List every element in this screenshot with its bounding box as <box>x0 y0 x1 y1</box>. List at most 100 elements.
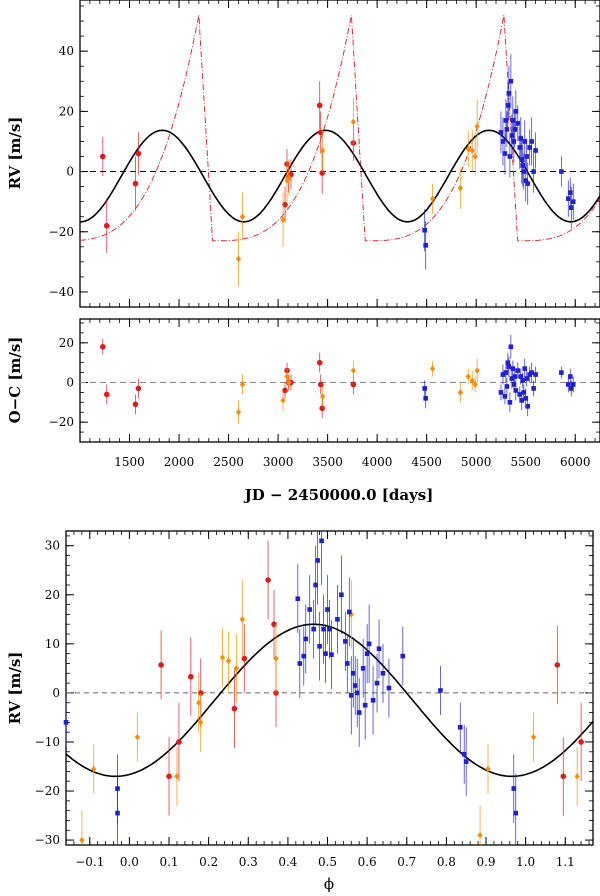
phase-panel: −30 −20 −10 0 10 20 30 −0.1 0.0 0.1 0.2 0.3 0.4 0.5 0.… <box>6 530 594 893</box>
data-point-blue <box>423 242 428 248</box>
data-point-blue <box>570 199 576 204</box>
data-point-blue <box>524 154 530 159</box>
data-point-blue <box>511 382 517 387</box>
data-point-orange <box>465 373 471 380</box>
data-point-blue <box>527 145 532 150</box>
data-point-blue <box>507 154 513 159</box>
data-point-blue <box>311 626 316 632</box>
data-point-orange <box>235 255 242 263</box>
data-point-blue <box>513 388 519 393</box>
data-point-blue <box>115 810 120 816</box>
data-point-blue <box>507 400 513 405</box>
data-point-blue <box>500 372 506 377</box>
data-point-blue <box>505 103 511 108</box>
data-point-blue <box>339 592 344 598</box>
rv-time-model-curve <box>80 129 600 223</box>
x-tick-label: 5500 <box>510 455 541 469</box>
data-point-red <box>99 153 106 160</box>
x-tick-label: 3000 <box>263 455 294 469</box>
data-point-blue <box>315 558 320 563</box>
data-point-blue <box>400 653 406 659</box>
data-point-red <box>282 201 288 208</box>
data-point-blue <box>461 751 467 757</box>
data-point-orange <box>174 773 180 780</box>
y-tick-label: 20 <box>59 104 74 118</box>
data-point-blue <box>352 683 358 688</box>
data-point-blue <box>509 133 515 138</box>
data-point-blue <box>374 680 380 686</box>
data-point-blue <box>386 685 392 691</box>
x-tick-label: 0.1 <box>159 855 178 869</box>
data-point-blue <box>503 118 509 123</box>
data-point-red <box>578 739 584 745</box>
data-point-blue <box>505 360 511 365</box>
x-tick-label: 4000 <box>362 455 393 469</box>
data-point-blue <box>559 169 564 174</box>
residuals-frame <box>79 318 600 443</box>
data-point-red <box>176 739 182 745</box>
data-point-red <box>317 381 324 388</box>
data-point-blue <box>529 139 534 144</box>
data-point-blue <box>297 661 303 666</box>
data-point-orange <box>465 145 471 153</box>
data-point-blue <box>335 617 340 622</box>
data-point-blue <box>521 169 527 174</box>
rv-time-frame <box>79 0 600 308</box>
data-point-orange <box>474 367 480 374</box>
data-point-blue <box>521 390 527 395</box>
data-point-blue <box>510 118 516 123</box>
data-point-orange <box>286 379 292 386</box>
data-point-blue <box>321 626 326 632</box>
data-point-blue <box>515 121 521 126</box>
data-point-blue <box>504 127 510 132</box>
data-point-red <box>166 773 172 780</box>
data-point-orange <box>219 654 226 661</box>
data-point-red <box>132 180 139 187</box>
data-point-blue <box>354 690 360 696</box>
x-tick-label: 0.9 <box>476 855 495 869</box>
data-point-blue <box>347 609 352 615</box>
data-point-blue <box>295 596 301 602</box>
data-point-orange <box>485 765 491 773</box>
data-point-blue <box>570 382 576 387</box>
data-point-blue <box>512 127 518 132</box>
residuals-panel: −20 0 20 1500 2000 2500 3000 3500 4000 4500 5000 55… <box>6 318 600 504</box>
phase-ticks: −30 −20 −10 0 10 20 30 −0.1 0.0 0.1 0.2 0.3 0.4 0.5 0.… <box>35 531 593 869</box>
x-tick-label: 1.0 <box>516 855 535 869</box>
data-point-blue <box>504 384 510 389</box>
x-tick-label: −0.1 <box>75 855 104 869</box>
data-point-red <box>319 405 325 412</box>
rv-time-ticks: −40 −20 0 20 40 <box>49 0 600 308</box>
data-point-blue <box>567 374 573 379</box>
data-point-blue <box>519 398 525 403</box>
y-tick-label: 20 <box>59 336 74 350</box>
data-point-blue <box>515 368 521 373</box>
data-point-blue <box>511 139 517 144</box>
data-point-orange <box>225 657 232 665</box>
data-point-red <box>350 381 357 388</box>
data-point-blue <box>463 759 469 764</box>
data-point-orange <box>198 719 204 726</box>
data-point-blue <box>438 688 443 693</box>
data-point-orange <box>350 118 356 126</box>
rv-time-panel: −40 −20 0 20 40 RV [m/s] <box>6 0 600 308</box>
data-point-blue <box>303 636 309 642</box>
data-point-orange <box>530 733 537 741</box>
data-point-red <box>132 401 139 408</box>
x-tick-label: 0.5 <box>318 855 337 869</box>
data-point-blue <box>503 370 509 375</box>
data-point-blue <box>518 374 524 379</box>
data-point-blue <box>520 163 526 168</box>
data-point-blue <box>531 386 536 391</box>
y-tick-label: 30 <box>45 539 60 553</box>
data-point-blue <box>522 366 528 371</box>
y-tick-label: 0 <box>52 686 60 700</box>
data-point-blue <box>517 145 523 150</box>
data-point-blue <box>345 661 350 666</box>
data-point-blue <box>523 178 529 183</box>
data-point-blue <box>325 607 330 612</box>
data-point-blue <box>566 382 571 387</box>
data-point-blue <box>531 169 536 174</box>
phase-points <box>63 531 584 845</box>
